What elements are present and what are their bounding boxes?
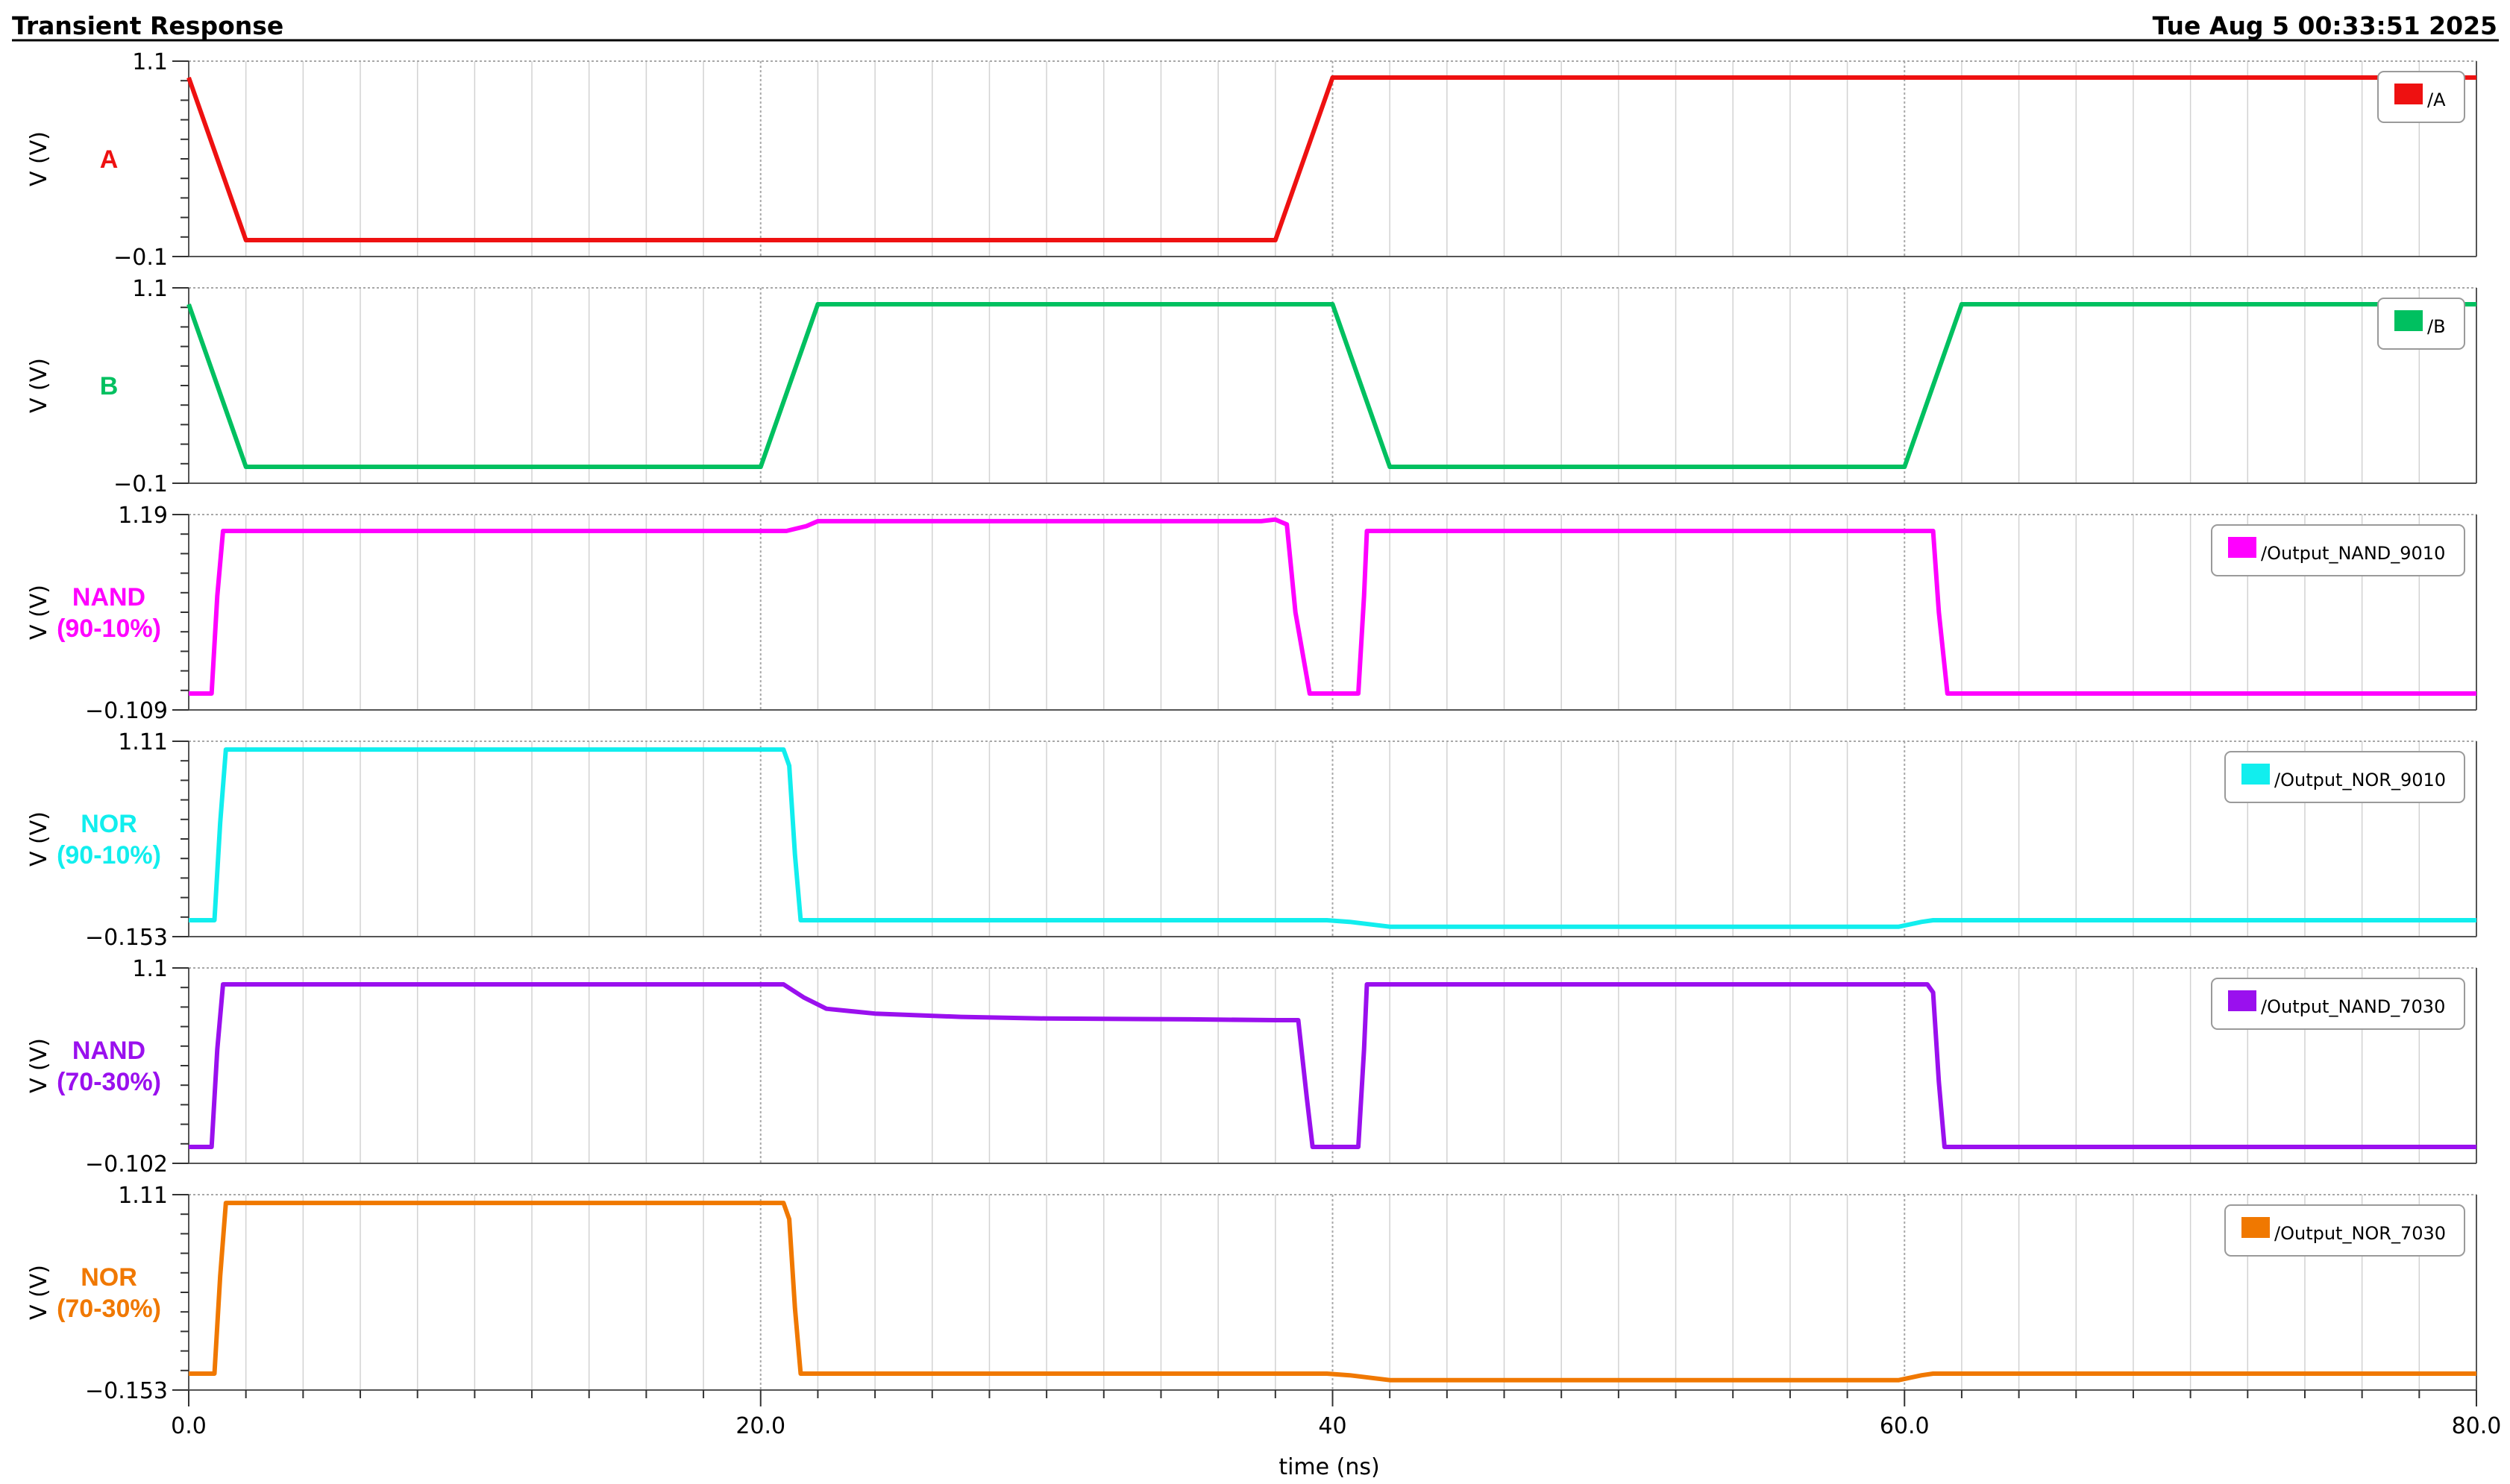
signal-label: NOR [81, 1263, 137, 1292]
series-line [189, 517, 2476, 696]
y-tick-label: 1.19 [118, 503, 168, 529]
y-tick-label: −0.102 [85, 1151, 168, 1178]
y-tick-label: −0.153 [85, 925, 168, 951]
y-tick-label: 1.1 [132, 276, 168, 302]
x-tick-label: 60.0 [1880, 1413, 1930, 1439]
legend-entry: /Output_NAND_7030 [2261, 996, 2445, 1017]
x-axis: 0.0 20.0 40 60.0 80.0 [171, 1390, 2501, 1439]
signal-label: (70-30%) [57, 1068, 161, 1096]
y-axis-label: V (V) [26, 1038, 52, 1093]
legend-swatch [2228, 537, 2256, 558]
panel-6: 1.11 −0.153 V (V) NOR (70-30%) /Output_NOR_70… [26, 1183, 2477, 1404]
y-tick-label: 1.11 [118, 1183, 168, 1209]
y-axis-label: V (V) [26, 811, 52, 867]
x-axis-label: time (ns) [1278, 1454, 1379, 1480]
signal-label: NAND [72, 583, 145, 611]
legend: /Output_NOR_7030 [2224, 1204, 2465, 1257]
chart-timestamp: Tue Aug 5 00:33:51 2025 [2153, 11, 2497, 40]
panel-4: 1.11 −0.153 V (V) NOR (90-10%) /Output_NOR_90… [26, 729, 2477, 951]
legend-entry: /Output_NOR_9010 [2274, 770, 2446, 790]
series-line [186, 75, 2476, 242]
y-tick-label: 1.11 [118, 729, 168, 755]
legend-swatch [2394, 84, 2423, 104]
legend-box [2224, 1204, 2465, 1257]
y-tick-label: −0.109 [85, 698, 168, 724]
x-tick-label: 0.0 [171, 1413, 207, 1439]
legend-swatch [2241, 1217, 2270, 1238]
legend-box [2211, 978, 2465, 1030]
y-tick-label: 1.1 [132, 956, 168, 982]
signal-label: NAND [72, 1037, 145, 1065]
legend-swatch [2241, 764, 2270, 785]
y-axis-label: V (V) [26, 131, 52, 186]
legend-entry: /Output_NAND_9010 [2261, 543, 2445, 564]
legend: /A [2377, 71, 2465, 123]
legend: /Output_NOR_9010 [2224, 751, 2465, 803]
y-tick-label: −0.1 [113, 471, 168, 497]
y-axis-label: V (V) [26, 585, 52, 640]
series-line [189, 1201, 2476, 1383]
series-line [186, 302, 2476, 469]
y-tick-label: −0.153 [85, 1378, 168, 1404]
signal-label: B [100, 372, 119, 400]
y-axis-label: V (V) [26, 358, 52, 413]
signal-label: (90-10%) [57, 614, 161, 643]
panel-2: 1.1 −0.1 V (V) B/B [26, 276, 2477, 497]
signal-label: A [100, 145, 119, 174]
series-line [189, 982, 2476, 1149]
legend-entry: /B [2427, 316, 2446, 337]
series-line [189, 747, 2476, 929]
x-tick-label: 40 [1318, 1413, 1346, 1439]
panel-1: 1.1 −0.1 V (V) A/A [26, 49, 2477, 271]
y-axis-label: V (V) [26, 1265, 52, 1320]
legend-box [2224, 751, 2465, 803]
chart-title: Transient Response [12, 11, 283, 40]
signal-label: NOR [81, 810, 137, 838]
legend: /B [2377, 298, 2465, 350]
legend-entry: /Output_NOR_7030 [2274, 1223, 2446, 1244]
x-tick-label: 80.0 [2452, 1413, 2502, 1439]
y-tick-label: 1.1 [132, 49, 168, 75]
panel-5: 1.1 −0.102 V (V) NAND (70-30%) /Output_NAND_7… [26, 956, 2477, 1178]
x-tick-label: 20.0 [735, 1413, 785, 1439]
signal-label: (90-10%) [57, 841, 161, 870]
panel-3: 1.19 −0.109 V (V) NAND (90-10%) /Output_NAND_… [26, 503, 2477, 724]
legend-entry: /A [2427, 89, 2446, 110]
signal-label: (70-30%) [57, 1295, 161, 1323]
legend: /Output_NAND_7030 [2211, 978, 2465, 1030]
legend-box [2211, 524, 2465, 576]
legend-swatch [2228, 990, 2256, 1011]
legend-swatch [2394, 310, 2423, 331]
legend: /Output_NAND_9010 [2211, 524, 2465, 576]
panels: 1.1 −0.1 V (V) A/A 1.1 −0.1 V (V) B/B 1.19 −0.109… [26, 49, 2477, 1404]
y-tick-label: −0.1 [113, 245, 168, 271]
